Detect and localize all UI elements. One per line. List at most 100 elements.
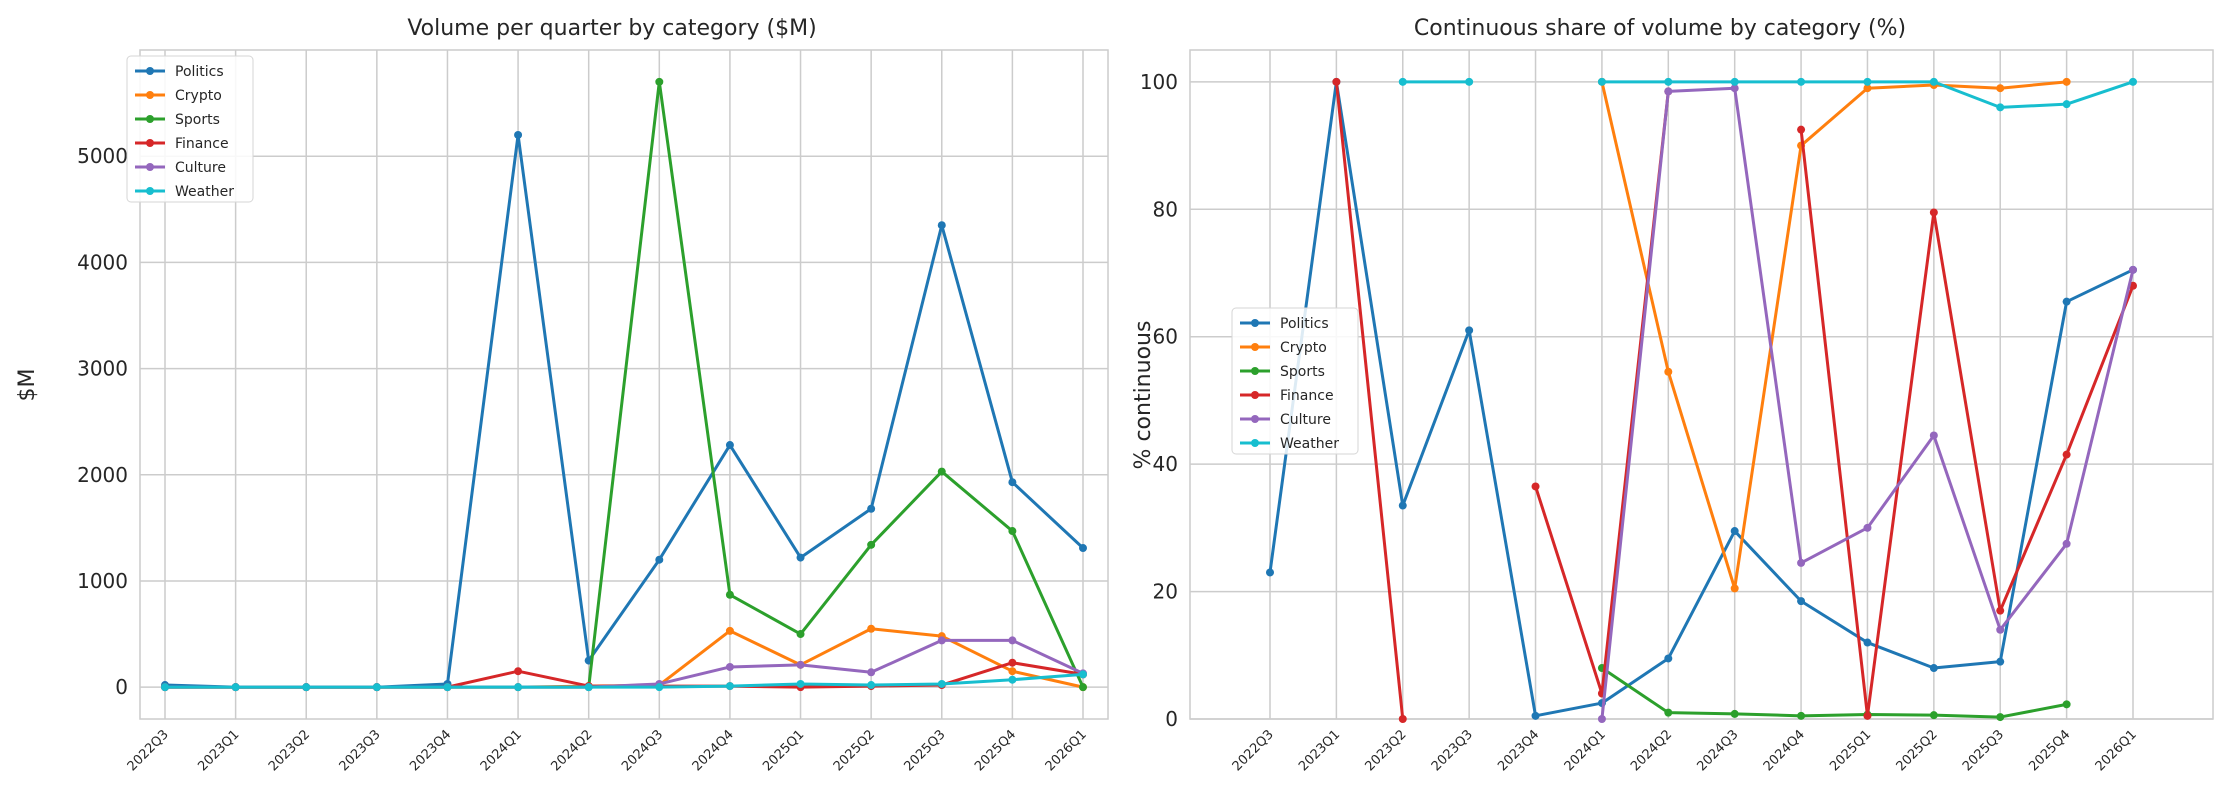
volume-point-politics	[867, 504, 876, 513]
volume-legend-label: Politics	[175, 64, 224, 80]
volume-chart-ylabel: $M	[15, 369, 40, 402]
volume-point-finance	[514, 667, 523, 676]
share-point-crypto	[1664, 367, 1673, 376]
share-point-weather	[1597, 77, 1606, 86]
volume-legend-marker	[146, 115, 154, 123]
volume-point-weather	[1079, 670, 1087, 679]
volume-point-sports	[867, 540, 876, 549]
share-series-finance	[1332, 77, 2137, 723]
share-legend-label: Politics	[1280, 316, 1329, 332]
share-point-politics	[1996, 657, 2005, 666]
volume-legend-label: Finance	[175, 136, 229, 152]
volume-point-sports	[725, 590, 734, 599]
share-point-weather	[2062, 100, 2071, 109]
share-point-finance	[1398, 715, 1407, 723]
volume-chart-title: Volume per quarter by category ($M)	[407, 16, 816, 41]
share-legend-marker	[1251, 415, 1259, 423]
share-point-culture	[1863, 523, 1872, 532]
share-point-crypto	[2062, 77, 2071, 86]
share-ytick-label: 20	[1153, 580, 1178, 604]
volume-point-politics	[937, 221, 946, 230]
share-legend-label: Finance	[1280, 388, 1334, 404]
share-point-sports	[1929, 711, 1938, 720]
share-point-politics	[1863, 638, 1872, 647]
volume-ytick-label: 2000	[77, 463, 128, 487]
volume-point-sports	[1079, 683, 1087, 692]
volume-point-crypto	[725, 626, 734, 635]
share-point-culture	[1996, 625, 2005, 634]
volume-point-weather	[584, 683, 593, 692]
volume-series-weather	[161, 670, 1087, 692]
volume-point-weather	[655, 683, 664, 692]
share-line-sports	[1601, 666, 2067, 719]
volume-point-culture	[1008, 636, 1017, 645]
share-point-culture	[1730, 84, 1739, 93]
volume-point-weather	[867, 681, 876, 690]
volume-legend-label: Crypto	[175, 88, 222, 104]
volume-point-crypto	[1008, 667, 1017, 676]
share-point-politics	[1929, 664, 1938, 673]
share-legend-label: Culture	[1280, 412, 1331, 428]
share-point-crypto	[1996, 84, 2005, 93]
share-point-sports	[1664, 708, 1673, 717]
share-point-culture	[1929, 431, 1938, 440]
share-point-weather	[1465, 77, 1474, 86]
volume-point-sports	[655, 77, 664, 86]
share-point-culture	[1797, 558, 1806, 567]
volume-point-weather	[725, 682, 734, 691]
share-point-weather	[1797, 77, 1806, 86]
share-line-crypto	[1600, 80, 2067, 590]
volume-legend-marker	[146, 67, 154, 75]
share-point-finance	[1797, 125, 1806, 134]
share-point-politics	[1531, 711, 1540, 720]
share-ytick-label: 60	[1153, 325, 1178, 349]
share-point-weather	[1398, 77, 1407, 86]
volume-point-politics	[1079, 544, 1087, 553]
volume-point-politics	[725, 441, 734, 450]
volume-ytick-label: 1000	[77, 569, 128, 593]
share-point-finance	[1996, 606, 2005, 615]
share-chart-panel: Continuous share of volume by category (…	[1131, 16, 2214, 774]
volume-ytick-label: 4000	[77, 250, 128, 274]
share-point-finance	[1929, 208, 1938, 217]
volume-point-weather	[1008, 675, 1017, 684]
volume-point-crypto	[867, 624, 876, 633]
share-ytick-label: 0	[1165, 707, 1178, 731]
volume-point-sports	[937, 467, 946, 476]
volume-point-weather	[161, 683, 169, 692]
volume-point-weather	[231, 683, 240, 692]
share-point-finance	[1863, 711, 1872, 720]
share-series-culture	[1597, 84, 2137, 723]
volume-grid	[140, 50, 1108, 719]
volume-point-weather	[937, 679, 946, 688]
share-line-finance	[1799, 129, 2135, 718]
volume-point-culture	[725, 662, 734, 671]
volume-legend-label: Sports	[175, 112, 220, 128]
share-point-politics	[1730, 527, 1739, 536]
share-legend-label: Weather	[1280, 436, 1339, 452]
volume-point-politics	[796, 553, 805, 562]
share-point-politics	[1266, 568, 1274, 577]
share-point-weather	[1996, 103, 2005, 112]
share-point-weather	[1664, 77, 1673, 86]
share-point-culture	[1664, 87, 1673, 96]
share-ytick-label: 40	[1153, 452, 1178, 476]
volume-point-culture	[796, 660, 805, 669]
share-point-finance	[2062, 450, 2071, 459]
share-point-culture	[1597, 715, 1606, 723]
share-legend-marker	[1251, 439, 1259, 447]
share-series-politics	[1266, 77, 2137, 720]
share-point-politics	[1465, 326, 1474, 335]
volume-legend-label: Weather	[175, 184, 234, 200]
share-ytick-label: 80	[1153, 197, 1178, 221]
share-ytick-label: 100	[1140, 70, 1178, 94]
volume-legend-marker	[146, 139, 154, 147]
share-legend-marker	[1251, 367, 1259, 375]
share-chart-ylabel: % continuous	[1131, 321, 1156, 470]
volume-line-weather	[165, 672, 1084, 689]
share-point-politics	[1797, 597, 1806, 606]
share-point-finance	[1332, 77, 1341, 86]
volume-ytick-label: 3000	[77, 357, 128, 381]
volume-point-weather	[302, 683, 311, 692]
